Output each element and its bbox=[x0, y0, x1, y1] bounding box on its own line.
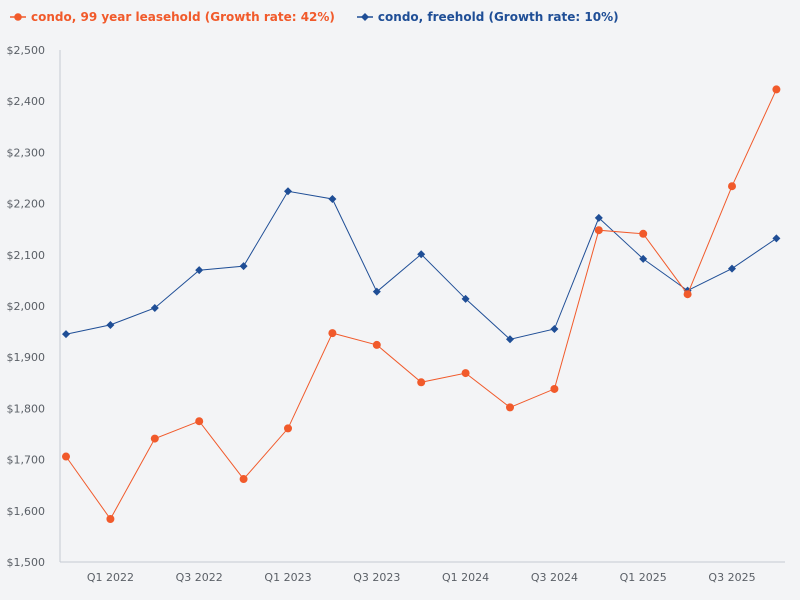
data-point bbox=[594, 213, 603, 222]
data-point bbox=[328, 194, 337, 203]
data-point bbox=[417, 378, 426, 387]
x-tick-label: Q1 2025 bbox=[620, 571, 667, 584]
data-point bbox=[195, 266, 204, 275]
series-leasehold bbox=[62, 85, 781, 523]
data-point bbox=[594, 226, 603, 235]
diamond-marker-icon bbox=[356, 13, 373, 21]
data-point bbox=[62, 330, 70, 339]
data-point bbox=[284, 424, 292, 433]
x-tick-label: Q3 2022 bbox=[176, 571, 223, 584]
series-freehold bbox=[62, 187, 781, 344]
series-line bbox=[65, 190, 777, 340]
legend: condo, 99 year leasehold (Growth rate: 4… bbox=[10, 10, 619, 24]
series-layer bbox=[62, 85, 781, 523]
data-point bbox=[683, 290, 692, 299]
x-tick-label: Q1 2022 bbox=[87, 571, 134, 584]
data-point bbox=[62, 452, 70, 461]
x-tick-label: Q1 2024 bbox=[442, 571, 489, 584]
data-point bbox=[239, 262, 248, 271]
data-point bbox=[772, 85, 781, 94]
legend-item-freehold[interactable]: condo, freehold (Growth rate: 10%) bbox=[356, 10, 619, 24]
data-point bbox=[106, 514, 115, 523]
y-tick-label: $1,600 bbox=[7, 505, 46, 518]
data-point bbox=[328, 329, 337, 338]
legend-item-leasehold[interactable]: condo, 99 year leasehold (Growth rate: 4… bbox=[10, 10, 335, 24]
data-point bbox=[461, 369, 470, 378]
legend-label-leasehold: condo, 99 year leasehold (Growth rate: 4… bbox=[31, 10, 335, 24]
y-tick-label: $2,100 bbox=[7, 249, 46, 262]
data-point bbox=[550, 325, 559, 334]
y-tick-label: $2,500 bbox=[7, 44, 46, 57]
data-point bbox=[550, 384, 559, 393]
data-point bbox=[239, 475, 248, 484]
x-tick-label: Q3 2023 bbox=[353, 571, 400, 584]
data-point bbox=[106, 320, 115, 329]
data-point bbox=[728, 182, 736, 191]
data-point bbox=[772, 234, 781, 243]
data-point bbox=[372, 287, 381, 296]
data-point bbox=[506, 335, 514, 344]
data-point bbox=[150, 304, 159, 313]
y-tick-label: $2,300 bbox=[7, 146, 46, 159]
y-tick-label: $2,400 bbox=[7, 95, 46, 108]
data-point bbox=[284, 187, 292, 196]
data-point bbox=[639, 254, 648, 263]
data-point bbox=[506, 403, 514, 412]
y-tick-label: $2,000 bbox=[7, 300, 46, 313]
data-point bbox=[461, 294, 470, 303]
x-tick-label: Q1 2023 bbox=[264, 571, 311, 584]
circle-marker-icon bbox=[10, 13, 26, 21]
y-axis-tick-labels: $1,500 $1,600 $1,700 $1,800 $1,900 $2,000 $2,1… bbox=[7, 44, 46, 569]
data-point bbox=[150, 434, 159, 443]
data-point bbox=[372, 340, 381, 349]
data-point bbox=[728, 264, 736, 273]
data-point bbox=[195, 417, 204, 426]
y-tick-label: $1,900 bbox=[7, 351, 46, 364]
x-axis-tick-labels: Q1 2022 Q3 2022 Q1 2023 Q3 2023 Q1 2024 Q3 20… bbox=[87, 571, 756, 584]
data-point bbox=[639, 229, 648, 238]
x-tick-label: Q3 2025 bbox=[708, 571, 755, 584]
y-tick-label: $1,700 bbox=[7, 454, 46, 467]
data-point bbox=[417, 250, 426, 259]
y-tick-label: $1,800 bbox=[7, 402, 46, 415]
series-line bbox=[65, 89, 777, 520]
y-tick-label: $2,200 bbox=[7, 198, 46, 211]
y-tick-label: $1,500 bbox=[7, 556, 46, 569]
legend-label-freehold: condo, freehold (Growth rate: 10%) bbox=[377, 10, 619, 24]
x-tick-label: Q3 2024 bbox=[531, 571, 578, 584]
chart-axes bbox=[59, 50, 785, 563]
